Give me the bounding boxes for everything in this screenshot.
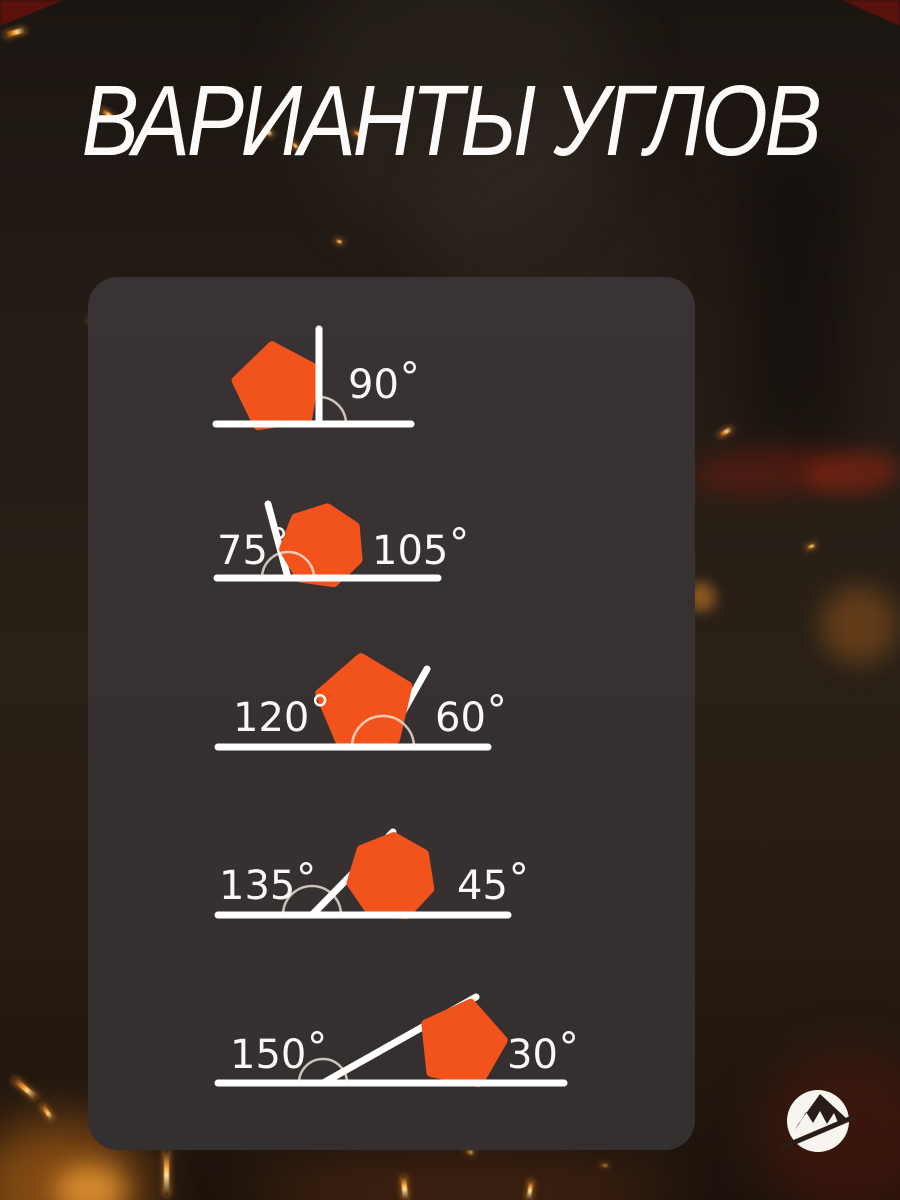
degree-symbol: ° xyxy=(558,1024,579,1071)
angle-arc xyxy=(318,395,348,425)
angle-value: 30 xyxy=(507,1032,558,1078)
angle-arc xyxy=(260,550,316,579)
degree-symbol: ° xyxy=(486,687,507,734)
angle-label-right-45: 45° xyxy=(457,859,529,909)
degree-symbol: ° xyxy=(310,687,331,734)
angle-value: 45 xyxy=(457,863,508,909)
angle-diagram-120-60 xyxy=(214,653,492,751)
magnet-pentagon-shape xyxy=(421,998,508,1088)
degree-symbol: ° xyxy=(307,1024,328,1071)
angle-diagram-150-30 xyxy=(214,993,568,1088)
degree-symbol: ° xyxy=(449,520,470,567)
angle-value: 120 xyxy=(233,695,310,741)
angle-value: 105 xyxy=(372,528,449,574)
angle-arc xyxy=(350,714,416,748)
magnet-pentagon-shape xyxy=(315,653,413,749)
degree-symbol: ° xyxy=(508,855,529,902)
angle-label-left-150: 150° xyxy=(230,1028,327,1078)
angle-diagram-90 xyxy=(212,325,415,431)
angle-value: 60 xyxy=(435,695,486,741)
angle-value: 135 xyxy=(219,863,296,909)
degree-symbol: ° xyxy=(296,855,317,902)
angle-arc xyxy=(281,884,343,916)
degree-symbol: ° xyxy=(268,520,289,567)
angle-label-left-120: 120° xyxy=(233,691,330,741)
angle-label-left-135: 135° xyxy=(219,859,316,909)
angle-label-right-60: 60° xyxy=(435,691,507,741)
angle-value: 75 xyxy=(217,528,268,574)
angle-ray xyxy=(264,500,292,582)
angle-label-right-90: 90° xyxy=(348,358,420,408)
degree-symbol: ° xyxy=(399,354,420,401)
angle-label-left-75: 75° xyxy=(217,524,289,574)
angle-label-right-30: 30° xyxy=(507,1028,579,1078)
angle-value: 90 xyxy=(348,362,399,408)
angle-value: 150 xyxy=(230,1032,307,1078)
angle-arc xyxy=(297,1057,349,1084)
angle-label-right-105: 105° xyxy=(372,524,469,574)
page-title: ВАРИАНТЫ УГЛОВ xyxy=(81,65,822,177)
angle-diagram-135-45 xyxy=(214,828,512,920)
angle-diagram-75-105 xyxy=(213,500,442,588)
mountain-icon xyxy=(794,1094,846,1130)
